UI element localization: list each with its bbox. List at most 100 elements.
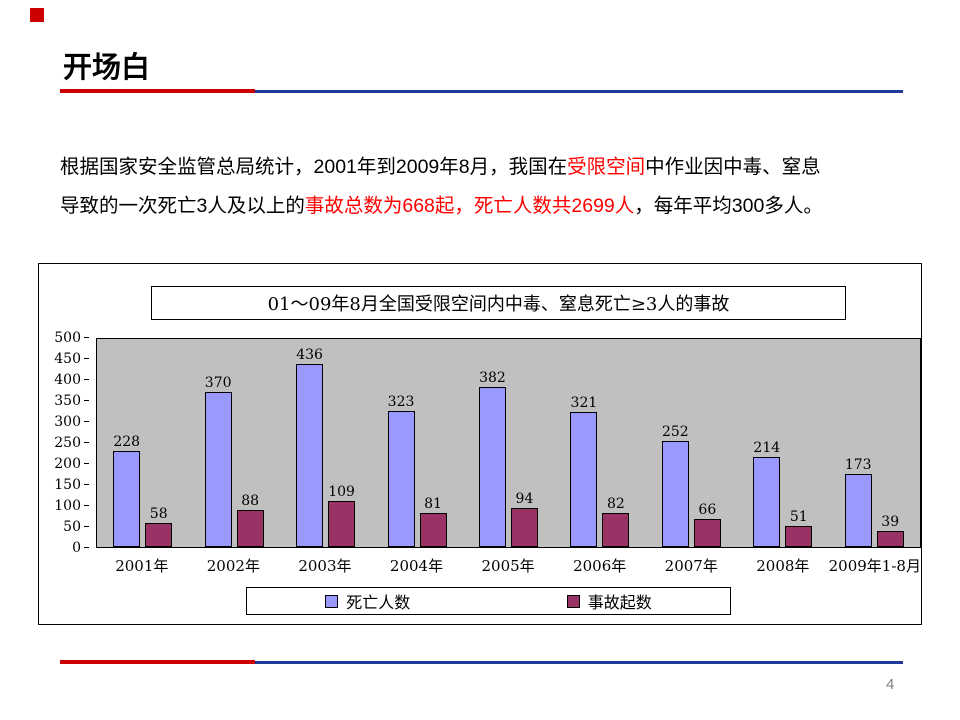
bar — [570, 412, 598, 547]
chart: 01～09年8月全国受限空间内中毒、窒息死亡≥3人的事故 0 50 100 150 20… — [38, 263, 922, 625]
page-number: 4 — [886, 676, 895, 693]
y-tick-mark — [84, 421, 89, 422]
bar-column: 58 — [145, 505, 173, 547]
y-tick-mark — [84, 442, 89, 443]
chart-legend: 死亡人数 事故起数 — [246, 587, 731, 615]
bar-value-label: 321 — [570, 395, 598, 412]
y-tick-label: 0 — [72, 540, 81, 556]
x-axis-labels: 2001年 2002年 2003年 2004年 2005年 2006年 2007年 2008年… — [96, 555, 921, 576]
bar — [296, 363, 324, 547]
chart-title: 01～09年8月全国受限空间内中毒、窒息死亡≥3人的事故 — [151, 286, 846, 320]
bar — [844, 474, 872, 547]
bar-value-label: 382 — [479, 369, 506, 386]
body-segment-highlight: 事故总数为668起，死亡人数共2699人 — [304, 195, 635, 217]
footer-rule-blue — [255, 661, 903, 664]
bar-column: 321 — [570, 395, 598, 547]
body-paragraph: 根据国家安全监管总局统计，2001年到2009年8月，我国在受限空间中作业因中毒… — [60, 148, 910, 226]
bar — [510, 507, 538, 547]
legend-swatch-icon — [325, 594, 339, 608]
y-tick-label: 50 — [63, 519, 81, 535]
bar-column: 81 — [419, 495, 447, 547]
bar-column: 228 — [113, 434, 141, 547]
bar-value-label: 109 — [328, 484, 355, 501]
category-group: 436 109 — [280, 339, 371, 547]
y-tick-label: 450 — [54, 351, 81, 367]
x-axis-label: 2004年 — [389, 557, 444, 575]
bar-column: 436 — [296, 346, 324, 547]
bar-value-label: 39 — [881, 513, 900, 530]
x-axis-label: 2008年 — [756, 557, 810, 575]
bar — [236, 510, 264, 547]
y-tick-label: 150 — [54, 477, 81, 493]
bar-value-label: 94 — [515, 490, 534, 507]
bar-column: 252 — [661, 424, 689, 547]
plot-area: 228 58 370 88 436 109 323 81 382 94 321 82 252 66 214 5… — [96, 338, 921, 548]
bar-value-label: 436 — [296, 346, 323, 363]
category-group: 370 88 — [188, 339, 279, 547]
category-group: 321 82 — [554, 339, 645, 547]
bar-column: 109 — [328, 484, 356, 547]
title-rule-red — [60, 89, 255, 93]
bar — [145, 522, 173, 547]
y-tick-mark — [84, 526, 89, 527]
bar — [661, 441, 689, 547]
y-tick-mark — [84, 463, 89, 464]
body-segment-highlight: 受限空间 — [567, 156, 646, 178]
bar-column: 39 — [876, 513, 904, 547]
category-group: 228 58 — [97, 339, 188, 547]
x-axis-label: 2005年 — [481, 557, 535, 575]
bar — [602, 512, 630, 547]
bar-column: 66 — [693, 502, 721, 547]
bar — [328, 501, 356, 547]
x-axis-label: 2001年 — [115, 557, 169, 575]
bar — [753, 457, 781, 547]
y-tick-mark — [84, 505, 89, 506]
body-segment: 根据国家安全监管总局统计，2001年到2009年8月，我国在 — [60, 156, 568, 178]
bar-value-label: 88 — [241, 493, 260, 510]
y-tick-label: 400 — [54, 372, 81, 388]
y-tick-label: 100 — [54, 498, 81, 514]
bar-value-label: 81 — [424, 495, 442, 512]
category-group: 214 51 — [737, 339, 828, 547]
bar — [478, 386, 506, 547]
bar-column: 382 — [478, 369, 506, 547]
body-segment: 中作业因中毒、窒息 — [645, 156, 821, 178]
bar-column: 82 — [602, 495, 630, 547]
bar-column: 88 — [236, 493, 264, 547]
bar — [387, 411, 415, 547]
y-tick-label: 350 — [54, 393, 81, 409]
category-group: 252 66 — [646, 339, 737, 547]
y-tick-mark — [84, 337, 89, 338]
bar-value-label: 214 — [753, 440, 781, 457]
bar-column: 323 — [387, 394, 415, 547]
category-group: 382 94 — [463, 339, 554, 547]
bar-column: 370 — [204, 374, 232, 547]
bar-column: 214 — [753, 440, 781, 547]
bar — [419, 512, 447, 547]
y-tick-mark — [84, 358, 89, 359]
legend-swatch-icon — [566, 594, 580, 608]
bar-value-label: 51 — [789, 508, 808, 525]
title-rule-blue — [255, 90, 903, 93]
bar-value-label: 370 — [204, 374, 232, 391]
y-axis: 0 50 100 150 200 250 300 350 400 450 500 — [39, 331, 89, 555]
bar-column: 173 — [844, 457, 872, 547]
bar-value-label: 228 — [113, 434, 141, 451]
body-segment: ，每年平均300多人。 — [634, 195, 823, 217]
y-tick-label: 200 — [54, 456, 81, 472]
body-segment: 导致的一次死亡3人及以上的 — [60, 195, 305, 217]
bar-value-label: 82 — [606, 495, 625, 512]
y-tick-mark — [84, 484, 89, 485]
legend-item: 死亡人数 — [325, 589, 410, 613]
bar — [785, 525, 813, 547]
y-tick-label: 300 — [54, 414, 81, 430]
footer-rule-red — [60, 660, 255, 664]
y-tick-mark — [84, 547, 89, 548]
bar-value-label: 58 — [149, 505, 168, 522]
corner-square-icon — [30, 8, 44, 22]
bar — [693, 519, 721, 547]
y-tick-mark — [84, 400, 89, 401]
bar — [204, 391, 232, 547]
x-axis-label: 2002年 — [206, 557, 260, 575]
